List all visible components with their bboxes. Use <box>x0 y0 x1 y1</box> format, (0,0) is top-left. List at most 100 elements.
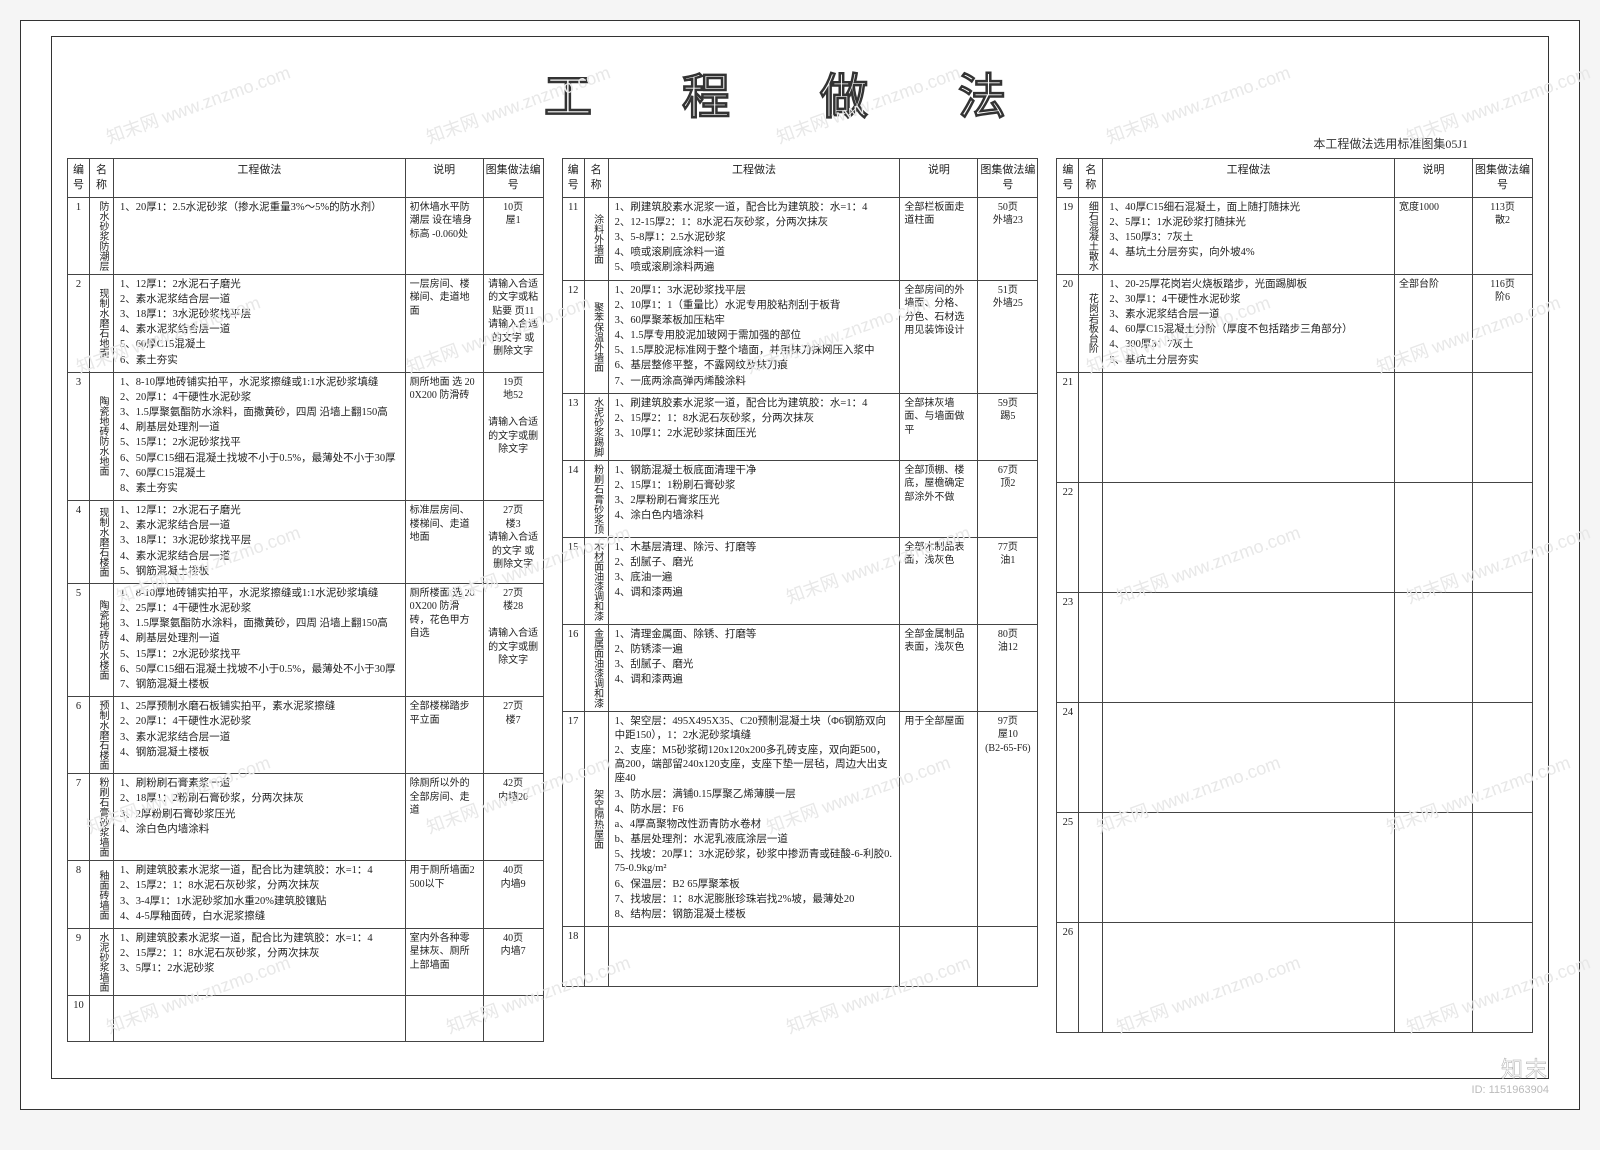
cell-num: 10 <box>68 995 90 1041</box>
table-header-row: 编号 名称 工程做法 说明 图集做法编号 <box>1057 159 1533 198</box>
method-step: 3、防水层：满铺0.15厚聚乙烯薄膜一层 <box>615 788 896 802</box>
method-step: 1、清理金属面、除锈、打磨等 <box>615 628 896 642</box>
cell-ref <box>1473 372 1533 482</box>
cell-name: 花岗岩板台阶 <box>1079 274 1103 372</box>
cell-num: 9 <box>68 928 90 995</box>
cell-method: 1、钢筋混凝土板底面清理干净2、15厚1：1粉刷石膏砂浆3、2厚粉刷石膏浆压光4… <box>608 460 900 537</box>
table-row: 15木材面油漆调和漆1、木基层清理、除污、打磨等2、刮腻子、磨光3、底油一遍4、… <box>562 537 1038 624</box>
cell-note: 标准层房间、楼梯间、走道地面 <box>405 501 483 584</box>
method-step: 2、15厚2：1：8水泥石灰砂浆，分两次抹灰 <box>120 879 401 893</box>
cell-num: 3 <box>68 372 90 500</box>
method-step: 4、涂白色内墙涂料 <box>615 509 896 523</box>
method-step: 7、60厚C15混凝土 <box>120 467 401 481</box>
cell-name: 防水砂浆防潮层 <box>90 197 114 274</box>
cell-ref: 77页油1 <box>978 537 1038 624</box>
cell-note <box>900 927 978 987</box>
cell-name: 架空隔热屋面 <box>584 711 608 926</box>
method-step: 3、18厚1：3水泥砂浆找平层 <box>120 534 401 548</box>
cell-name <box>1079 482 1103 592</box>
cell-num: 17 <box>562 711 584 926</box>
cell-note <box>1395 372 1473 482</box>
cell-name: 水泥砂浆踢脚 <box>584 393 608 460</box>
method-step: 1、25厚预制水磨石板铺实拍平，素水泥浆擦缝 <box>120 700 401 714</box>
th-name: 名称 <box>584 159 608 198</box>
method-step: 3、素水泥浆结合层一道 <box>1109 308 1390 322</box>
cell-name: 预制水磨石楼面 <box>90 697 114 774</box>
table-row: 8釉面砖墙面1、刷建筑胶素水泥浆一道，配合比为建筑胶：水=1：42、15厚2：1… <box>68 861 544 929</box>
cell-note: 初休墙水平防潮层 设在墙身标高 -0.060处 <box>405 197 483 274</box>
cell-method: 1、木基层清理、除污、打磨等2、刮腻子、磨光3、底油一遍4、调和漆两遍 <box>608 537 900 624</box>
method-step: 2、18厚1：2粉刷石膏砂浆，分两次抹灰 <box>120 792 401 806</box>
method-step: 1、刷粉刷石膏素浆一道 <box>120 777 401 791</box>
cell-name: 陶瓷地砖防水地面 <box>90 372 114 500</box>
cell-num: 25 <box>1057 812 1079 922</box>
table-header-row: 编号 名称 工程做法 说明 图集做法编号 <box>562 159 1038 198</box>
method-step: 5、基坑土分层夯实 <box>1109 354 1390 368</box>
spec-table-2: 编号 名称 工程做法 说明 图集做法编号 11涂料外墙面1、刷建筑胶素水泥浆一道… <box>562 158 1039 987</box>
cell-method: 1、40厚C15细石混凝土，面上随打随抹光2、5厚1：1水泥砂浆打随抹光3、15… <box>1103 197 1395 274</box>
method-step: 7、一底两涂高弹丙烯酸涂料 <box>615 375 896 389</box>
method-step: 4、防水层：F6 <box>615 803 896 817</box>
cell-method <box>1103 592 1395 702</box>
method-step: 3、1.5厚聚氨酯防水涂料，面撒黄砂，四周 沿墙上翻150高 <box>120 406 401 420</box>
method-step: 2、20厚1：4干硬性水泥砂浆 <box>120 391 401 405</box>
method-step: a、4厚高聚物改性沥青防水卷材 <box>615 818 896 832</box>
method-step: 1、12厚1：2水泥石子磨光 <box>120 278 401 292</box>
method-step: 3、3-4厚1：1水泥砂浆加水重20%建筑胶镶贴 <box>120 895 401 909</box>
method-step: 6、基层整修平整，不露网纹及抹刀痕 <box>615 359 896 373</box>
cell-ref: 27页楼3请输入合适的文字 或删除文字 <box>483 501 543 584</box>
th-ref: 图集做法编号 <box>1473 159 1533 198</box>
th-num: 编号 <box>68 159 90 198</box>
method-step: 1、20厚1：3水泥砂浆找平层 <box>615 284 896 298</box>
method-step: 1、刷建筑胶素水泥浆一道，配合比为建筑胶：水=1：4 <box>615 397 896 411</box>
method-step: 1、8-10厚地砖铺实拍平，水泥浆擦缝或1:1水泥砂浆填缝 <box>120 587 401 601</box>
method-step: 2、20厚1：4干硬性水泥砂浆 <box>120 715 401 729</box>
table-row: 24 <box>1057 702 1533 812</box>
cell-ref: 97页屋10(B2-65-F6) <box>978 711 1038 926</box>
method-step: 1、钢筋混凝土板底面清理干净 <box>615 464 896 478</box>
table-row: 21 <box>1057 372 1533 482</box>
cell-ref <box>1473 812 1533 922</box>
cell-name: 釉面砖墙面 <box>90 861 114 929</box>
footer-id: ID: 1151963904 <box>1472 1084 1549 1097</box>
table-row: 2现制水磨石地面1、12厚1：2水泥石子磨光2、素水泥浆结合层一道3、18厚1：… <box>68 274 544 372</box>
footer-logo-text: 知末 <box>1472 1057 1549 1083</box>
method-step: 5、1.5厚胶泥标准网于整个墙面，并用抹刀抹网压入浆中 <box>615 344 896 358</box>
cell-method: 1、12厚1：2水泥石子磨光2、素水泥浆结合层一道3、18厚1：3水泥砂浆找平层… <box>114 274 406 372</box>
cell-method <box>114 995 406 1041</box>
cell-note <box>405 995 483 1041</box>
table-header-row: 编号 名称 工程做法 说明 图集做法编号 <box>68 159 544 198</box>
cell-method <box>1103 482 1395 592</box>
method-step: 3、2厚粉刷石膏砂浆压光 <box>120 808 401 822</box>
cell-num: 12 <box>562 280 584 393</box>
column-1: 编号 名称 工程做法 说明 图集做法编号 1防水砂浆防潮层 1、20厚1：2.5水… <box>67 158 544 1068</box>
cell-method: 1、8-10厚地砖铺实拍平，水泥浆擦缝或1:1水泥砂浆填缝2、25厚1：4干硬性… <box>114 583 406 696</box>
cell-num: 8 <box>68 861 90 929</box>
cell-method: 1、刷建筑胶素水泥浆一道，配合比为建筑胶：水=1：42、15厚2：1：8水泥石灰… <box>114 928 406 995</box>
cell-num: 23 <box>1057 592 1079 702</box>
cell-name: 木材面油漆调和漆 <box>584 537 608 624</box>
cell-name <box>1079 592 1103 702</box>
cell-method <box>1103 812 1395 922</box>
method-step: 4、涂白色内墙涂料 <box>120 823 401 837</box>
th-method: 工程做法 <box>114 159 406 198</box>
method-step: 2、刮腻子、磨光 <box>615 556 896 570</box>
cell-num: 1 <box>68 197 90 274</box>
cell-method: 1、架空层：495X495X35、C20预制混凝土块（Φ6钢筋双向中距150），… <box>608 711 900 926</box>
table-row: 20花岗岩板台阶1、20-25厚花岗岩火烧板踏步，光面踢脚板2、30厚1：4干硬… <box>1057 274 1533 372</box>
cell-note <box>1395 482 1473 592</box>
method-step: 6、保温层：B2 65厚聚苯板 <box>615 878 896 892</box>
spec-table-3: 编号 名称 工程做法 说明 图集做法编号 19细石混凝土散水1、40厚C15细石… <box>1056 158 1533 1033</box>
method-step: 4、基坑土分层夯实，向外坡4% <box>1109 246 1390 260</box>
cell-ref: 40页内墙9 <box>483 861 543 929</box>
cell-ref: 19页地52请输入合适的文字或删除文字 <box>483 372 543 500</box>
table-row: 19细石混凝土散水1、40厚C15细石混凝土，面上随打随抹光2、5厚1：1水泥砂… <box>1057 197 1533 274</box>
table-row: 16金属面油漆调和漆1、清理金属面、除锈、打磨等2、防锈漆一遍3、刮腻子、磨光4… <box>562 624 1038 711</box>
cell-ref <box>978 927 1038 987</box>
method-step: 2、素水泥浆结合层一道 <box>120 519 401 533</box>
cell-name <box>90 995 114 1041</box>
method-step: 5、找坡：20厚1：3水泥砂浆，砂浆中掺沥青或硅酸-6-利胶0.75-0.9kg… <box>615 848 896 876</box>
method-step: 3、150厚3：7灰土 <box>1109 231 1390 245</box>
method-step: 4、喷或滚刷底涂料一道 <box>615 246 896 260</box>
method-step: 1、20厚1：2.5水泥砂浆（掺水泥重量3%～5%的防水剂） <box>120 201 401 215</box>
